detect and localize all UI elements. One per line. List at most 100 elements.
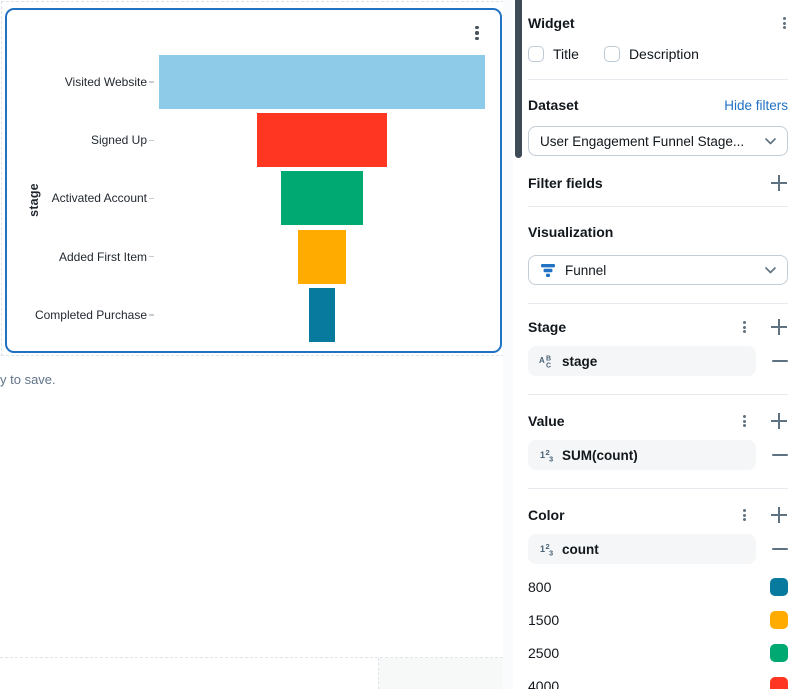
add-stage-field-icon[interactable] [770,318,788,336]
funnel-bar[interactable] [281,171,363,226]
widget-section-title: Widget [528,15,575,31]
title-checkbox[interactable] [528,45,544,62]
svg-text:1: 1 [540,544,545,554]
funnel-bar-area [154,53,500,111]
divider [528,206,788,207]
funnel-bar-area [154,111,500,169]
chevron-down-icon [765,137,776,144]
axis-tick [149,314,154,316]
add-color-field-icon[interactable] [770,506,788,524]
funnel-bar[interactable] [256,113,388,168]
funnel-widget-card[interactable]: stage Visited Website Signed Up Activated … [5,8,502,353]
color-mapping-value: 1500 [528,611,560,628]
svg-text:A: A [539,356,545,365]
widget-config-panel: Widget Title Description Dataset Hide fi… [513,0,800,689]
unsaved-changes-text: y to save. [0,372,56,387]
hide-filters-link[interactable]: Hide filters [724,97,788,113]
funnel-row: Completed Purchase [7,286,500,344]
filter-fields-title: Filter fields [528,175,603,191]
title-checkbox-label[interactable]: Title [553,45,579,62]
svg-text:3: 3 [549,549,553,558]
color-mapping-value: 2500 [528,644,560,661]
divider [528,79,788,80]
axis-tick [149,255,154,258]
svg-text:2: 2 [546,448,550,457]
chevron-down-icon [765,266,776,273]
color-mapping-value: 4000 [528,677,560,689]
color-swatch[interactable] [770,610,788,629]
dataset-select[interactable]: User Engagement Funnel Stage... [528,126,788,156]
panel-scrollbar[interactable] [515,0,522,158]
color-mapping-row[interactable]: 800 [528,577,788,596]
stage-field-name: stage [562,353,598,369]
funnel-viz-icon [540,263,556,278]
color-mapping-row[interactable]: 2500 [528,643,788,662]
color-mapping-row[interactable]: 4000 [528,676,788,689]
funnel-row: Visited Website [7,53,500,111]
funnel-bars-container: Visited Website Signed Up Activated Accoun… [7,53,500,344]
divider [528,303,788,304]
funnel-row: Added First Item [7,228,500,286]
description-checkbox[interactable] [603,45,620,62]
funnel-stage-label: Signed Up [90,133,147,148]
funnel-bar[interactable] [159,55,485,109]
stage-section-title: Stage [528,319,567,335]
remove-value-field-icon[interactable] [772,446,788,464]
remove-stage-field-icon[interactable] [772,352,788,370]
funnel-stage-label: Completed Purchase [34,307,147,322]
funnel-bar-area [154,169,500,227]
add-filter-field-icon[interactable] [770,174,788,192]
funnel-bar[interactable] [308,287,336,342]
funnel-bar-area [154,286,500,344]
dataset-select-value: User Engagement Funnel Stage... [540,133,745,149]
funnel-stage-label: Activated Account [51,191,147,206]
color-section-title: Color [528,507,565,523]
remove-color-field-icon[interactable] [772,540,788,558]
canvas-empty-area [379,658,503,689]
svg-text:C: C [546,363,551,370]
funnel-row: Signed Up [7,111,500,169]
stage-options-menu-icon[interactable] [740,318,748,336]
widget-menu-icon[interactable] [468,23,486,43]
color-mapping-row[interactable]: 1500 [528,610,788,629]
widget-options-menu-icon[interactable] [780,14,788,32]
color-field-name: count [562,541,599,557]
funnel-bar[interactable] [297,229,347,284]
visualization-select[interactable]: Funnel [528,255,788,285]
svg-text:B: B [546,356,551,363]
value-options-menu-icon[interactable] [740,412,748,430]
dashboard-canvas: stage Visited Website Signed Up Activated … [0,0,509,689]
description-checkbox-label[interactable]: Description [628,45,699,62]
axis-tick [149,81,154,83]
visualization-section-title: Visualization [528,224,614,240]
funnel-bar-area [154,228,500,286]
divider [528,488,788,489]
svg-text:3: 3 [549,455,553,464]
grid-line-horizontal [0,657,503,658]
dataset-section-title: Dataset [528,97,579,113]
color-mapping-value: 800 [528,578,552,595]
svg-text:1: 1 [540,450,545,460]
add-value-field-icon[interactable] [770,412,788,430]
funnel-row: Activated Account [7,169,500,227]
funnel-stage-label: Visited Website [64,75,147,90]
value-section-title: Value [528,413,565,429]
svg-text:2: 2 [546,542,550,551]
value-field-name: SUM(count) [562,447,638,463]
color-swatch[interactable] [770,676,788,689]
canvas-panel-gap [503,0,513,689]
color-options-menu-icon[interactable] [740,506,748,524]
axis-tick [149,139,154,142]
divider [528,394,788,395]
color-swatch[interactable] [770,577,788,596]
funnel-chart: stage Visited Website Signed Up Activated … [7,10,500,351]
color-swatch[interactable] [770,643,788,662]
grid-line-vertical [378,658,379,689]
funnel-stage-label: Added First Item [58,249,147,264]
